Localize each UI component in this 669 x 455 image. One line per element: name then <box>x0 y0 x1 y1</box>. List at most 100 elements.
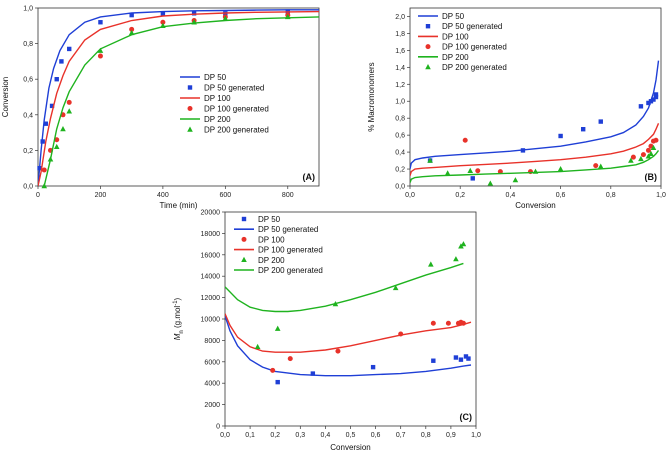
x-axis-title: Time (min) <box>160 201 198 210</box>
series-line-dp-200 <box>410 149 660 183</box>
legend-marker-swatch <box>187 106 193 111</box>
y-axis-title-part: M <box>173 333 182 340</box>
y-axis-title-part: -1 <box>173 300 179 306</box>
legend-label: DP 100 <box>204 94 231 103</box>
data-point-dp-100-generated <box>653 137 659 143</box>
data-point-dp-100 <box>287 356 293 362</box>
data-point-dp-100-generated <box>97 53 103 59</box>
y-tick-label: 1,0 <box>23 6 33 13</box>
y-tick-label: 1,2 <box>395 82 405 89</box>
legend-marker-swatch <box>425 44 431 50</box>
legend-marker-swatch <box>425 24 431 29</box>
data-point-dp-200-generated <box>557 166 564 172</box>
data-point-dp-50-generated <box>59 59 64 64</box>
data-point-dp-200-generated <box>648 150 654 156</box>
y-tick-label: 0,0 <box>23 184 33 191</box>
y-axis-title: Mn (g.mol-1) <box>173 297 185 340</box>
y-axis-title-part: ) <box>173 297 182 300</box>
data-point-dp-200-generated <box>487 180 494 186</box>
chart-a: 0 200 400 600 800 0,0 0,2 0,4 0,6 0,8 1,0 Time (min… <box>1 6 320 210</box>
x-tick-label: 0,2 <box>455 192 465 199</box>
data-point-dp-50 <box>431 358 436 363</box>
y-tick-label: 0,8 <box>395 116 405 123</box>
y-axis-title: % Macromonomers <box>367 62 376 131</box>
legend-label: DP 200 generated <box>258 266 323 275</box>
y-tick-label: 12000 <box>201 295 221 302</box>
y-tick-label: 0 <box>216 424 220 431</box>
x-tick-label: 0,7 <box>396 432 406 439</box>
x-tick-label: 200 <box>95 192 107 199</box>
y-tick-label: 18000 <box>201 231 221 238</box>
data-point-dp-50-generated <box>129 12 134 18</box>
series-line-dp-200 <box>43 16 319 186</box>
y-tick-label: 0,6 <box>395 133 405 140</box>
x-tick-label: 1,0 <box>656 192 666 199</box>
data-point-dp-50 <box>458 357 464 362</box>
data-point-dp-50 <box>370 364 376 370</box>
legend-label: DP 50 <box>204 73 227 82</box>
legend-label: DP 50 generated <box>204 84 264 93</box>
x-tick-label: 1,0 <box>471 432 481 439</box>
data-point-dp-50-generated <box>98 20 103 25</box>
legend-label: DP 100 generated <box>442 43 507 52</box>
data-point-dp-100-generated <box>640 152 646 158</box>
data-point-dp-200-generated <box>222 15 229 21</box>
panel-label: (B) <box>645 172 658 182</box>
data-point-dp-100-generated <box>54 137 60 143</box>
y-tick-label: 14000 <box>201 274 221 281</box>
data-point-dp-50-generated <box>646 100 651 106</box>
data-point-dp-200-generated <box>628 157 634 163</box>
data-point-dp-200-generated <box>597 163 604 169</box>
legend-marker-swatch <box>425 64 431 70</box>
y-tick-label: 0,6 <box>23 77 33 84</box>
x-tick-label: 0,6 <box>371 432 381 439</box>
x-tick-label: 400 <box>157 192 169 199</box>
plot-frame <box>409 7 662 187</box>
data-point-dp-50-generated <box>648 99 654 104</box>
y-tick-label: 0,4 <box>395 150 405 157</box>
legend-label: DP 200 <box>258 256 285 265</box>
legend-label: DP 100 <box>442 32 469 41</box>
y-tick-label: 2000 <box>204 402 220 409</box>
legend-label: DP 50 <box>442 12 465 21</box>
x-tick-label: 600 <box>219 192 231 199</box>
x-tick-label: 0,9 <box>446 432 456 439</box>
legend-label: DP 200 <box>204 115 231 124</box>
x-tick-label: 0,4 <box>506 192 516 199</box>
x-tick-label: 0,8 <box>421 432 431 439</box>
x-axis-title: Conversion <box>330 443 370 452</box>
y-tick-label: 1,4 <box>395 65 405 72</box>
legend-label: DP 100 generated <box>204 105 269 114</box>
y-tick-label: 16000 <box>201 252 221 259</box>
data-point-dp-50-generated <box>67 46 72 52</box>
data-point-dp-50-generated <box>191 11 197 16</box>
x-tick-label: 0,6 <box>556 192 566 199</box>
data-point-dp-200-generated <box>191 19 197 25</box>
data-point-dp-200-generated <box>47 156 54 162</box>
y-tick-label: 0,2 <box>23 148 33 155</box>
data-point-dp-50-generated <box>43 121 49 126</box>
data-point-dp-200-generated <box>512 177 519 183</box>
series-line-dp-50 <box>410 60 660 170</box>
data-point-dp-50 <box>466 356 471 361</box>
legend-label: DP 50 generated <box>258 225 318 234</box>
y-tick-label: 1,8 <box>395 31 405 38</box>
y-tick-label: 10000 <box>201 317 221 324</box>
legend-label: DP 100 <box>258 235 285 244</box>
data-point-dp-200-generated <box>444 170 451 176</box>
data-point-dp-100-generated <box>475 168 481 174</box>
data-point-dp-200-generated <box>284 13 291 20</box>
x-tick-label: 0,5 <box>346 432 356 439</box>
legend-marker-swatch <box>187 126 193 132</box>
data-point-dp-50-generated <box>598 119 603 124</box>
data-point-dp-50-generated <box>470 176 475 181</box>
series-line-dp-50-generated <box>225 315 472 377</box>
data-point-dp-100-generated <box>41 167 47 173</box>
x-tick-label: 0,1 <box>245 432 255 439</box>
x-axis-title: Conversion <box>515 201 555 210</box>
series-line-dp-50 <box>38 9 319 186</box>
x-tick-label: 800 <box>282 192 294 199</box>
legend-marker-swatch <box>241 236 247 242</box>
series-line-dp-100 <box>410 123 660 177</box>
